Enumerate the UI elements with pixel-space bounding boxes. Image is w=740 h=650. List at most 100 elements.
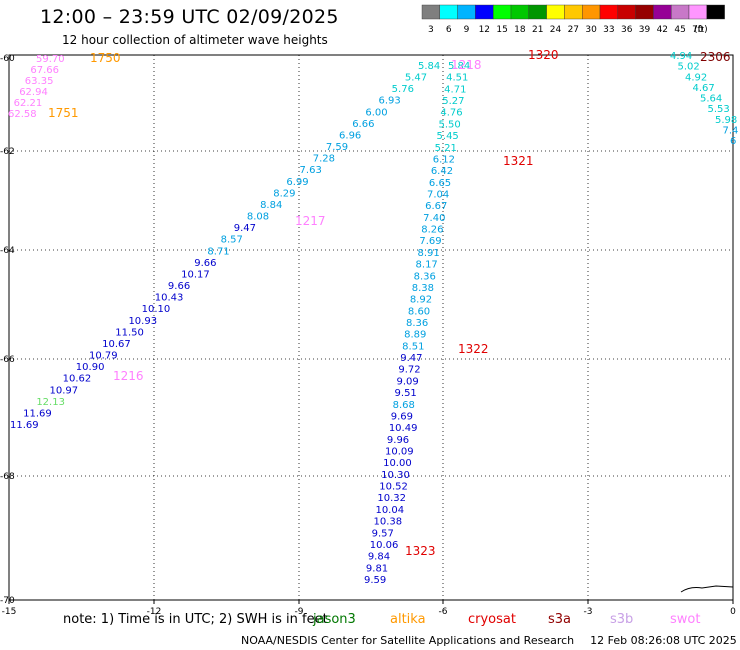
wave-height-label: 5.27 — [442, 96, 464, 107]
wave-height-label: 63.35 — [25, 76, 54, 87]
page-title: 12:00 – 23:59 UTC 02/09/2025 — [40, 6, 339, 28]
wave-height-label: 6.99 — [286, 177, 308, 188]
wave-height-label: 6.96 — [339, 130, 361, 141]
wave-height-label: 6.42 — [431, 166, 453, 177]
wave-height-label: 7.59 — [326, 142, 348, 153]
lat-tick-label: -60 — [0, 54, 15, 64]
wave-height-label: 10.04 — [375, 505, 404, 516]
wave-height-label: 9.66 — [168, 281, 190, 292]
wave-height-label: 10.30 — [381, 470, 410, 481]
legend-swatch — [706, 4, 725, 20]
mission-label-cryosat: cryosat — [468, 612, 516, 627]
wave-height-label: 4.92 — [685, 72, 707, 83]
wave-height-label: 8.29 — [273, 188, 295, 199]
wave-height-label: 10.52 — [379, 482, 408, 493]
wave-height-label: 9.72 — [398, 365, 420, 376]
wave-height-label: 9.57 — [372, 528, 394, 539]
wave-height-label: 5.02 — [678, 62, 700, 73]
wave-height-map: -15 -12 -9 -6 -3 0-60-62-64-66-68-7059.7067.6… — [0, 48, 739, 617]
wave-height-label: 10.10 — [142, 304, 171, 315]
wave-height-label: 10.67 — [102, 339, 131, 350]
lon-tick-label: -9 — [295, 607, 304, 617]
legend-tick-label: 27 — [568, 25, 579, 35]
wave-height-label: 8.68 — [393, 400, 415, 411]
wave-height-label: 9.59 — [364, 575, 386, 586]
wave-height-label: 9.47 — [400, 353, 422, 364]
wave-height-label: 10.06 — [370, 540, 399, 551]
wave-height-label: 7.69 — [419, 236, 441, 247]
legend-tick-label: 3 — [428, 25, 434, 35]
mission-label-jason3: jason3 — [313, 612, 356, 627]
wave-height-label: 8.57 — [221, 235, 243, 246]
wave-height-label: 9.69 — [391, 411, 413, 422]
wave-height-label: 10.79 — [89, 351, 118, 362]
wave-height-label: 6.93 — [379, 96, 401, 107]
wave-height-label: 5.53 — [708, 104, 730, 115]
wave-height-label: 8.91 — [417, 248, 439, 259]
wave-height-label: 4.71 — [444, 84, 466, 95]
note-text: note: 1) Time is in UTC; 2) SWH is in fe… — [63, 612, 328, 627]
wave-height-label: 12.13 — [36, 397, 65, 408]
color-scale-legend: 3 6 9 12 15 18 21 24 27 30 33 36 39 42 45 70(ft) — [421, 4, 725, 35]
wave-height-label: 10.49 — [389, 423, 418, 434]
wave-height-label: 8.92 — [410, 295, 432, 306]
footer-org: NOAA/NESDIS Center for Satellite Applica… — [241, 634, 575, 647]
map-frame — [8, 54, 734, 601]
wave-height-label: 6.66 — [352, 119, 374, 130]
lon-tick-label: -12 — [147, 607, 162, 617]
legend-tick-label: 6 — [446, 25, 452, 35]
wave-height-label: 10.90 — [76, 362, 105, 373]
wave-height-label: 62.94 — [19, 87, 48, 98]
wave-height-label: 5.76 — [392, 84, 414, 95]
lon-tick-label: -6 — [439, 607, 448, 617]
wave-height-label: 5.50 — [438, 119, 460, 130]
coastline — [680, 585, 734, 593]
legend-tick-label: 33 — [603, 25, 614, 35]
mission-label-s3b: s3b — [610, 612, 634, 627]
wave-height-label: 11.69 — [23, 408, 52, 419]
mission-label-s3a: s3a — [548, 612, 572, 627]
wave-height-label: 6.00 — [365, 107, 387, 118]
mission-label-swot: swot — [670, 612, 701, 627]
wave-height-label: 10.00 — [383, 458, 412, 469]
lat-tick-label: -66 — [0, 355, 15, 365]
wave-height-label: 7.40 — [423, 213, 445, 224]
wave-height-label: 4.76 — [440, 108, 462, 119]
wave-height-label: 6 — [730, 136, 736, 147]
lat-tick-label: -68 — [0, 472, 15, 482]
wave-height-label: 5.98 — [715, 115, 737, 126]
pass-label: 1751 — [48, 106, 79, 120]
wave-height-label: 10.62 — [63, 374, 92, 385]
legend-tick-label: 24 — [550, 25, 562, 35]
wave-height-label: 9.81 — [366, 563, 388, 574]
legend-tick-label: 42 — [657, 25, 668, 35]
legend-tick-label: 18 — [514, 25, 526, 35]
wave-height-label: 10.97 — [49, 385, 78, 396]
pass-label: 1218 — [451, 58, 482, 72]
wave-height-label: 8.08 — [247, 212, 269, 223]
legend-tick-label: 9 — [464, 25, 470, 35]
wave-height-label: 7.4 — [723, 125, 739, 136]
wave-height-label: 8.51 — [402, 341, 424, 352]
wave-height-label: 10.17 — [181, 269, 210, 280]
wave-height-label: 6.12 — [433, 154, 455, 165]
wave-height-label: 8.71 — [207, 246, 229, 257]
pass-label: 1322 — [458, 342, 489, 356]
wave-height-label: 4.67 — [693, 83, 715, 94]
wave-height-label: 10.32 — [377, 493, 406, 504]
legend-tick-label: 45 — [674, 25, 685, 35]
wave-height-label: 5.47 — [405, 73, 427, 84]
wave-height-label: 9.51 — [395, 388, 417, 399]
wave-height-label: 5.45 — [437, 131, 459, 142]
wave-height-label: 5.21 — [435, 143, 457, 154]
wave-height-label: 8.38 — [412, 283, 434, 294]
wave-height-label: 9.84 — [368, 552, 390, 563]
wave-height-label: 62.21 — [14, 98, 43, 109]
wave-height-label: 7.63 — [300, 165, 322, 176]
legend-tick-label: 36 — [621, 25, 633, 35]
wave-height-label: 8.36 — [406, 318, 428, 329]
wave-height-label: 10.38 — [374, 517, 403, 528]
legend-tick-label: 12 — [479, 25, 490, 35]
pass-label: 2306 — [700, 50, 731, 64]
wave-height-label: 8.26 — [421, 225, 443, 236]
